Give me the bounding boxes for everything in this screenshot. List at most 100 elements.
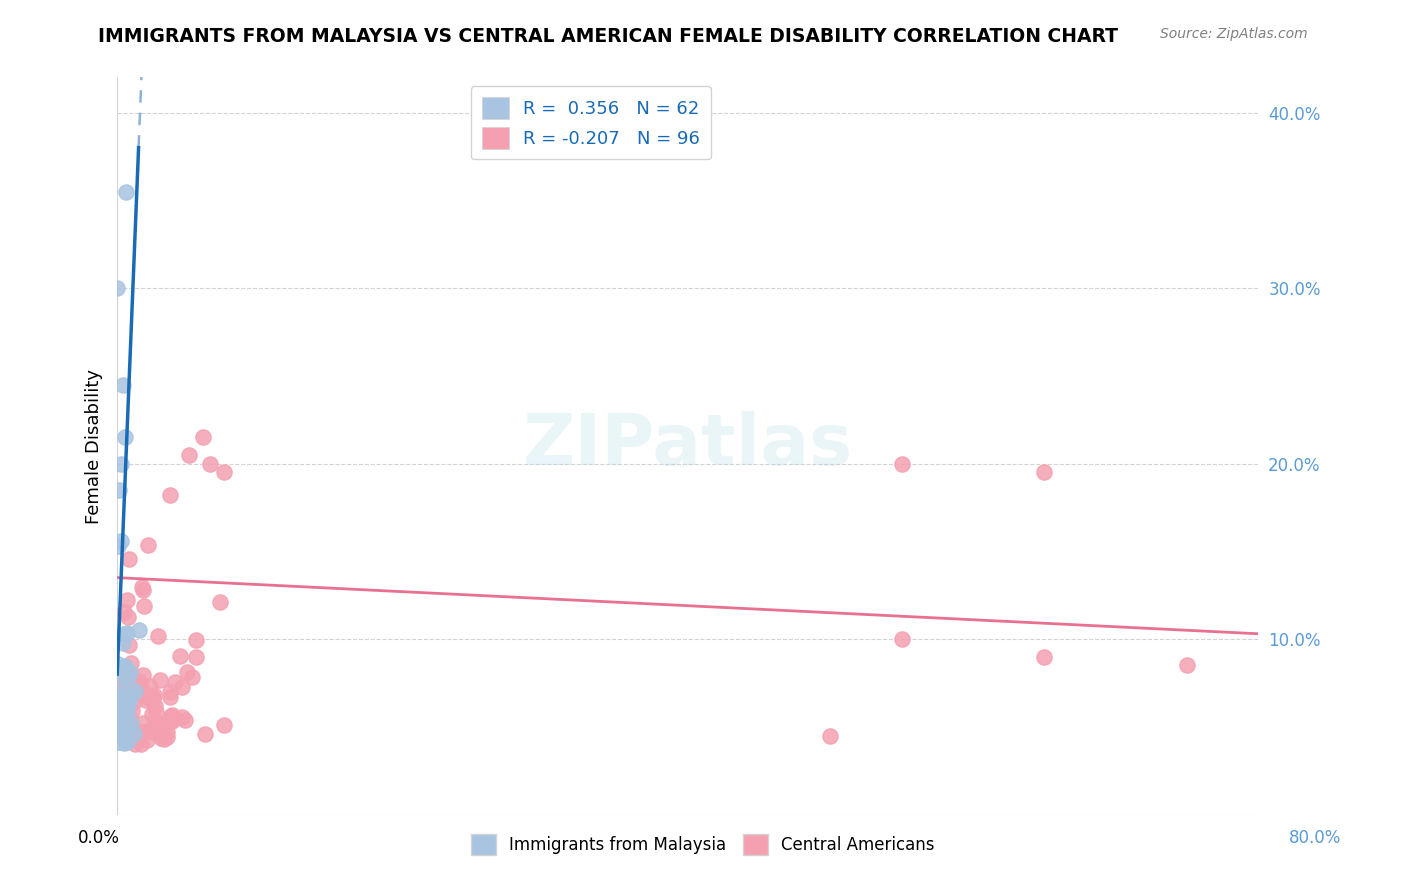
Point bbox=[212, 466, 235, 480]
Point bbox=[107, 722, 129, 736]
Point bbox=[128, 673, 150, 688]
Point bbox=[108, 706, 131, 721]
Point bbox=[117, 716, 139, 731]
Point bbox=[212, 718, 235, 732]
Point bbox=[108, 709, 131, 723]
Point bbox=[117, 731, 139, 745]
Point bbox=[107, 657, 129, 672]
Point bbox=[115, 734, 138, 748]
Point bbox=[110, 693, 132, 707]
Point bbox=[152, 717, 174, 731]
Point bbox=[120, 715, 142, 730]
Point bbox=[112, 680, 135, 694]
Point bbox=[128, 724, 150, 739]
Point bbox=[107, 728, 129, 742]
Point bbox=[108, 718, 131, 732]
Text: ZIPatlas: ZIPatlas bbox=[523, 411, 853, 481]
Point bbox=[139, 692, 162, 706]
Point bbox=[142, 725, 165, 739]
Point bbox=[131, 687, 153, 701]
Point bbox=[107, 717, 129, 731]
Point bbox=[149, 673, 172, 688]
Point bbox=[117, 714, 139, 728]
Point bbox=[160, 714, 183, 728]
Point bbox=[121, 704, 143, 718]
Legend: Immigrants from Malaysia, Central Americans: Immigrants from Malaysia, Central Americ… bbox=[464, 828, 942, 862]
Point bbox=[191, 430, 214, 444]
Y-axis label: Female Disability: Female Disability bbox=[86, 368, 103, 524]
Point bbox=[114, 185, 136, 199]
Point bbox=[112, 726, 135, 740]
Point bbox=[890, 457, 912, 471]
Point bbox=[118, 639, 141, 653]
Point bbox=[110, 714, 132, 728]
Point bbox=[150, 731, 173, 746]
Point bbox=[117, 609, 139, 624]
Point bbox=[120, 668, 142, 682]
Point bbox=[107, 728, 129, 742]
Point bbox=[141, 724, 163, 739]
Point bbox=[114, 626, 136, 640]
Point bbox=[111, 684, 134, 698]
Point bbox=[107, 735, 129, 749]
Point bbox=[209, 595, 232, 609]
Point bbox=[111, 731, 134, 746]
Point bbox=[108, 690, 131, 705]
Point bbox=[121, 721, 143, 735]
Point bbox=[159, 685, 181, 699]
Point bbox=[117, 671, 139, 685]
Point bbox=[153, 732, 176, 747]
Point bbox=[120, 689, 142, 703]
Point bbox=[115, 734, 138, 748]
Point bbox=[110, 534, 132, 549]
Point bbox=[118, 712, 141, 726]
Point bbox=[107, 715, 129, 730]
Point bbox=[111, 377, 134, 392]
Point bbox=[111, 694, 134, 708]
Point bbox=[112, 605, 135, 619]
Point bbox=[111, 679, 134, 693]
Point bbox=[112, 736, 135, 750]
Point bbox=[120, 656, 142, 670]
Point bbox=[107, 707, 129, 722]
Point bbox=[107, 707, 129, 722]
Point bbox=[145, 706, 167, 720]
Point bbox=[108, 712, 131, 726]
Point bbox=[115, 724, 138, 739]
Point bbox=[107, 716, 129, 731]
Point bbox=[107, 692, 129, 706]
Point bbox=[174, 713, 197, 727]
Point bbox=[129, 681, 152, 695]
Text: 80.0%: 80.0% bbox=[1288, 829, 1341, 847]
Point bbox=[120, 665, 142, 680]
Point bbox=[141, 706, 163, 721]
Point bbox=[107, 483, 129, 497]
Point bbox=[156, 724, 179, 739]
Point bbox=[111, 636, 134, 650]
Point bbox=[149, 723, 172, 738]
Point bbox=[194, 727, 217, 741]
Point bbox=[122, 727, 145, 741]
Legend: R =  0.356   N = 62, R = -0.207   N = 96: R = 0.356 N = 62, R = -0.207 N = 96 bbox=[471, 87, 711, 160]
Point bbox=[146, 629, 169, 643]
Point bbox=[176, 665, 198, 680]
Point bbox=[105, 714, 128, 729]
Point bbox=[143, 698, 166, 713]
Point bbox=[128, 623, 150, 637]
Point bbox=[118, 694, 141, 708]
Point bbox=[111, 719, 134, 733]
Point bbox=[110, 681, 132, 695]
Point bbox=[125, 679, 148, 693]
Point bbox=[110, 709, 132, 723]
Point bbox=[108, 701, 131, 715]
Point bbox=[115, 705, 138, 719]
Point bbox=[142, 691, 165, 706]
Point bbox=[186, 649, 208, 664]
Point bbox=[132, 668, 155, 682]
Point bbox=[115, 593, 138, 607]
Point bbox=[120, 679, 142, 693]
Point bbox=[107, 539, 129, 553]
Point bbox=[177, 448, 200, 462]
Point bbox=[820, 729, 842, 743]
Point bbox=[124, 684, 146, 698]
